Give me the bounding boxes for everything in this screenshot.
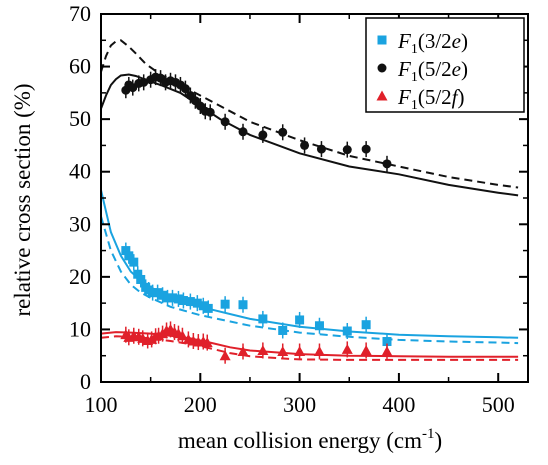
series-1-point: [192, 298, 202, 308]
y-tick-label: 70: [69, 1, 91, 26]
series-3-point: [341, 343, 353, 354]
series-1-point: [133, 269, 143, 279]
series-2-point: [278, 127, 288, 137]
y-tick-label: 10: [69, 316, 91, 341]
y-tick-label: 0: [80, 369, 91, 394]
series-3-point: [313, 346, 325, 357]
series-2-point: [361, 144, 371, 154]
legend-box: [365, 17, 525, 113]
series-1-point: [342, 326, 352, 336]
series-1-point: [124, 251, 134, 261]
legend: F1(3/2e)F1(5/2e)F1(5/2f): [365, 17, 525, 113]
series-1-point: [167, 293, 177, 303]
legend-marker: [377, 35, 387, 45]
legend-marker: [376, 90, 388, 101]
x-tick-label: 400: [382, 392, 415, 417]
series-1-fit-dashed: [100, 216, 519, 345]
series-2-point: [382, 159, 392, 169]
y-tick-label: 50: [69, 106, 91, 131]
series-3-fit-solid: [100, 331, 519, 358]
series-1-point: [258, 314, 268, 324]
series-1-point: [278, 325, 288, 335]
series-2-point: [238, 127, 248, 137]
series-1-point: [136, 274, 146, 284]
series-2-point: [139, 77, 149, 87]
series-3-point: [257, 344, 269, 355]
series-1-fit-solid: [100, 189, 519, 339]
series-1-point: [198, 301, 208, 311]
series-3-point: [237, 346, 249, 357]
y-tick-label: 20: [69, 264, 91, 289]
y-tick-label: 60: [69, 54, 91, 79]
x-tick-label: 100: [85, 392, 118, 417]
series-1-point: [158, 290, 168, 300]
series-2-point: [258, 130, 268, 140]
series-2-point: [180, 84, 190, 94]
x-tick-label: 500: [482, 392, 515, 417]
series-1-point: [382, 337, 392, 347]
series-3-point: [360, 344, 372, 355]
series-3-point: [219, 350, 231, 361]
axes: 100 200 300 400 500 0 10 20 30 40 50 60 70: [69, 1, 529, 417]
series-3-point: [381, 346, 393, 357]
x-axis-label: mean collision energy (cm-1): [178, 426, 442, 453]
series-1-point: [220, 299, 230, 309]
y-tick-label: 30: [69, 211, 91, 236]
legend-label: F1(3/2e): [397, 29, 468, 57]
series-1-point: [295, 315, 305, 325]
series-1-point: [203, 303, 213, 313]
legend-marker: [377, 63, 387, 73]
y-tick-label: 40: [69, 159, 91, 184]
series-1-point: [314, 321, 324, 331]
series-1-point: [148, 288, 158, 298]
legend-label: F1(5/2e): [397, 57, 468, 85]
x-tick-label: 200: [184, 392, 217, 417]
data-points: [120, 69, 393, 364]
series-1-point: [129, 257, 139, 267]
series-3-point: [277, 346, 289, 357]
series-1-point: [238, 300, 248, 310]
series-1-point: [153, 288, 163, 298]
series-2-point: [220, 117, 230, 127]
y-axis-label: relative cross section (%): [10, 83, 35, 316]
series-1-point: [121, 246, 131, 256]
series-3-point: [201, 337, 213, 348]
series-2-point: [300, 140, 310, 150]
series-2-point: [205, 107, 215, 117]
series-3-point: [294, 346, 306, 357]
series-1-point: [185, 297, 195, 307]
series-1-point: [178, 296, 188, 306]
series-2-point: [316, 144, 326, 154]
series-2-point: [342, 145, 352, 155]
series-3-point: [176, 330, 188, 341]
series-1-point: [173, 294, 183, 304]
series-1-point: [163, 293, 173, 303]
x-tick-label: 300: [283, 392, 316, 417]
series-1-point: [361, 320, 371, 330]
legend-label: F1(5/2f): [397, 85, 465, 113]
